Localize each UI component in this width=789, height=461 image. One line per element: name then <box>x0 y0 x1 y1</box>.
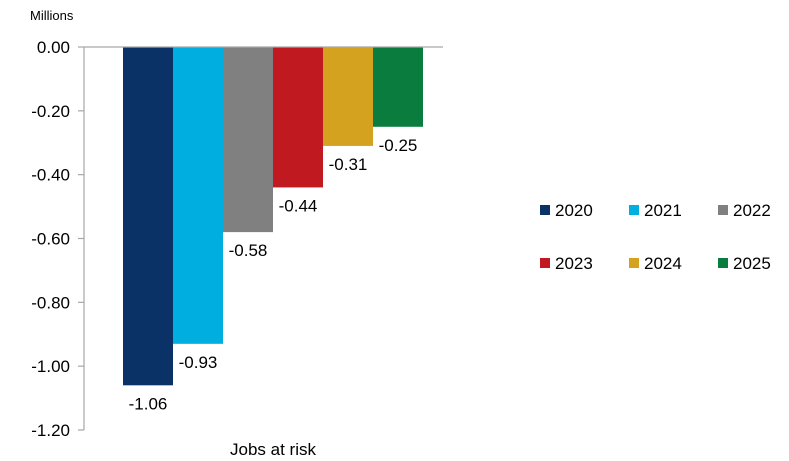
data-label-2023: -0.44 <box>279 196 318 215</box>
legend-swatch <box>540 258 550 268</box>
y-tick-label: -1.00 <box>31 357 70 376</box>
legend-item-2023: 2023 <box>540 254 593 273</box>
legend-item-2025: 2025 <box>718 254 771 273</box>
y-tick-label: -0.60 <box>31 230 70 249</box>
legend-label: 2024 <box>644 254 682 273</box>
bar-2024 <box>323 47 373 146</box>
legend-item-2024: 2024 <box>629 254 682 273</box>
y-tick-label: -1.20 <box>31 421 70 440</box>
y-tick-label: -0.40 <box>31 166 70 185</box>
data-label-2024: -0.31 <box>329 155 368 174</box>
legend-swatch <box>540 205 550 215</box>
y-tick-label: -0.20 <box>31 102 70 121</box>
legend-swatch <box>629 258 639 268</box>
legend-swatch <box>629 205 639 215</box>
y-tick-label: 0.00 <box>37 38 70 57</box>
x-axis-label: Jobs at risk <box>230 440 316 459</box>
legend-swatch <box>718 205 728 215</box>
data-label-2025: -0.25 <box>379 136 418 155</box>
legend-label: 2023 <box>555 254 593 273</box>
bars <box>123 47 423 386</box>
data-label-2020: -1.06 <box>129 394 168 413</box>
legend-item-2022: 2022 <box>718 201 771 220</box>
legend-item-2020: 2020 <box>540 201 593 220</box>
data-labels: -1.06 -0.93 -0.58 -0.44 -0.31 -0.25 <box>129 136 418 414</box>
bar-2022 <box>223 47 273 233</box>
legend-label: 2022 <box>733 201 771 220</box>
bar-2025 <box>373 47 423 127</box>
data-label-2022: -0.58 <box>229 241 268 260</box>
y-tick-label: -0.80 <box>31 293 70 312</box>
legend-label: 2021 <box>644 201 682 220</box>
legend-label: 2020 <box>555 201 593 220</box>
legend-label: 2025 <box>733 254 771 273</box>
bar-2023 <box>273 47 323 188</box>
bar-2020 <box>123 47 173 386</box>
y-axis: 0.00 -0.20 -0.40 -0.60 -0.80 -1.00 -1.20 <box>31 38 85 440</box>
legend-item-2021: 2021 <box>629 201 682 220</box>
legend-swatch <box>718 258 728 268</box>
bar-2021 <box>173 47 223 344</box>
legend: 2020 2021 2022 2023 2024 2025 <box>540 201 771 273</box>
unit-label: Millions <box>30 8 74 23</box>
data-label-2021: -0.93 <box>179 353 218 372</box>
